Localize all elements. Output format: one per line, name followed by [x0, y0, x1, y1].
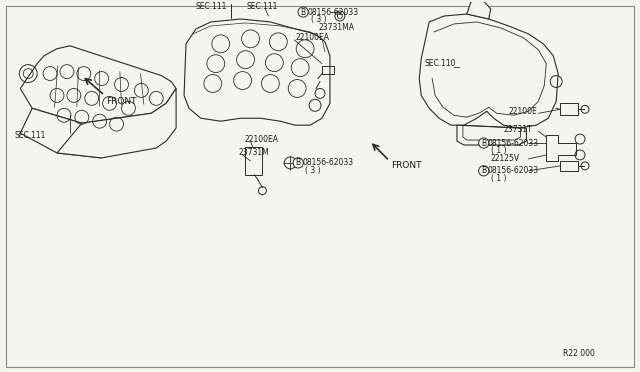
- Text: ( 3 ): ( 3 ): [311, 16, 326, 25]
- Text: B: B: [301, 7, 306, 16]
- Text: B: B: [296, 158, 301, 167]
- Text: SEC.111: SEC.111: [14, 131, 45, 140]
- Polygon shape: [20, 46, 176, 123]
- Text: FRONT: FRONT: [392, 161, 422, 170]
- Text: 23731M: 23731M: [239, 148, 269, 157]
- Bar: [560, 161, 578, 171]
- Text: 08156-62033: 08156-62033: [488, 166, 539, 175]
- Text: FRONT: FRONT: [107, 97, 137, 106]
- Text: B: B: [481, 166, 486, 175]
- Text: ( 1 ): ( 1 ): [491, 147, 506, 155]
- Text: SEC.111: SEC.111: [246, 1, 278, 10]
- Polygon shape: [419, 14, 558, 128]
- Polygon shape: [547, 135, 576, 161]
- Bar: [244, 147, 262, 175]
- Text: 08156-62033: 08156-62033: [488, 138, 539, 148]
- Polygon shape: [57, 89, 176, 158]
- Text: 08156-62033: 08156-62033: [302, 158, 353, 167]
- Text: 22100E: 22100E: [509, 107, 538, 116]
- Text: 22125V: 22125V: [491, 154, 520, 163]
- Polygon shape: [457, 125, 527, 145]
- Bar: [560, 103, 578, 115]
- Text: ( 1 ): ( 1 ): [491, 174, 506, 183]
- Text: SEC.111: SEC.111: [196, 1, 227, 10]
- Polygon shape: [467, 0, 491, 19]
- Text: 22100EA: 22100EA: [244, 135, 278, 144]
- Polygon shape: [184, 19, 330, 125]
- Text: ( 3 ): ( 3 ): [305, 166, 321, 175]
- Text: 23731T: 23731T: [504, 125, 532, 134]
- Text: 22100EA: 22100EA: [295, 33, 329, 42]
- Text: 23731MA: 23731MA: [318, 23, 354, 32]
- Text: R22 000: R22 000: [563, 349, 595, 358]
- Polygon shape: [20, 108, 102, 158]
- Text: SEC.110: SEC.110: [424, 59, 456, 68]
- Text: B: B: [481, 138, 486, 148]
- Text: 08156-62033: 08156-62033: [307, 7, 358, 16]
